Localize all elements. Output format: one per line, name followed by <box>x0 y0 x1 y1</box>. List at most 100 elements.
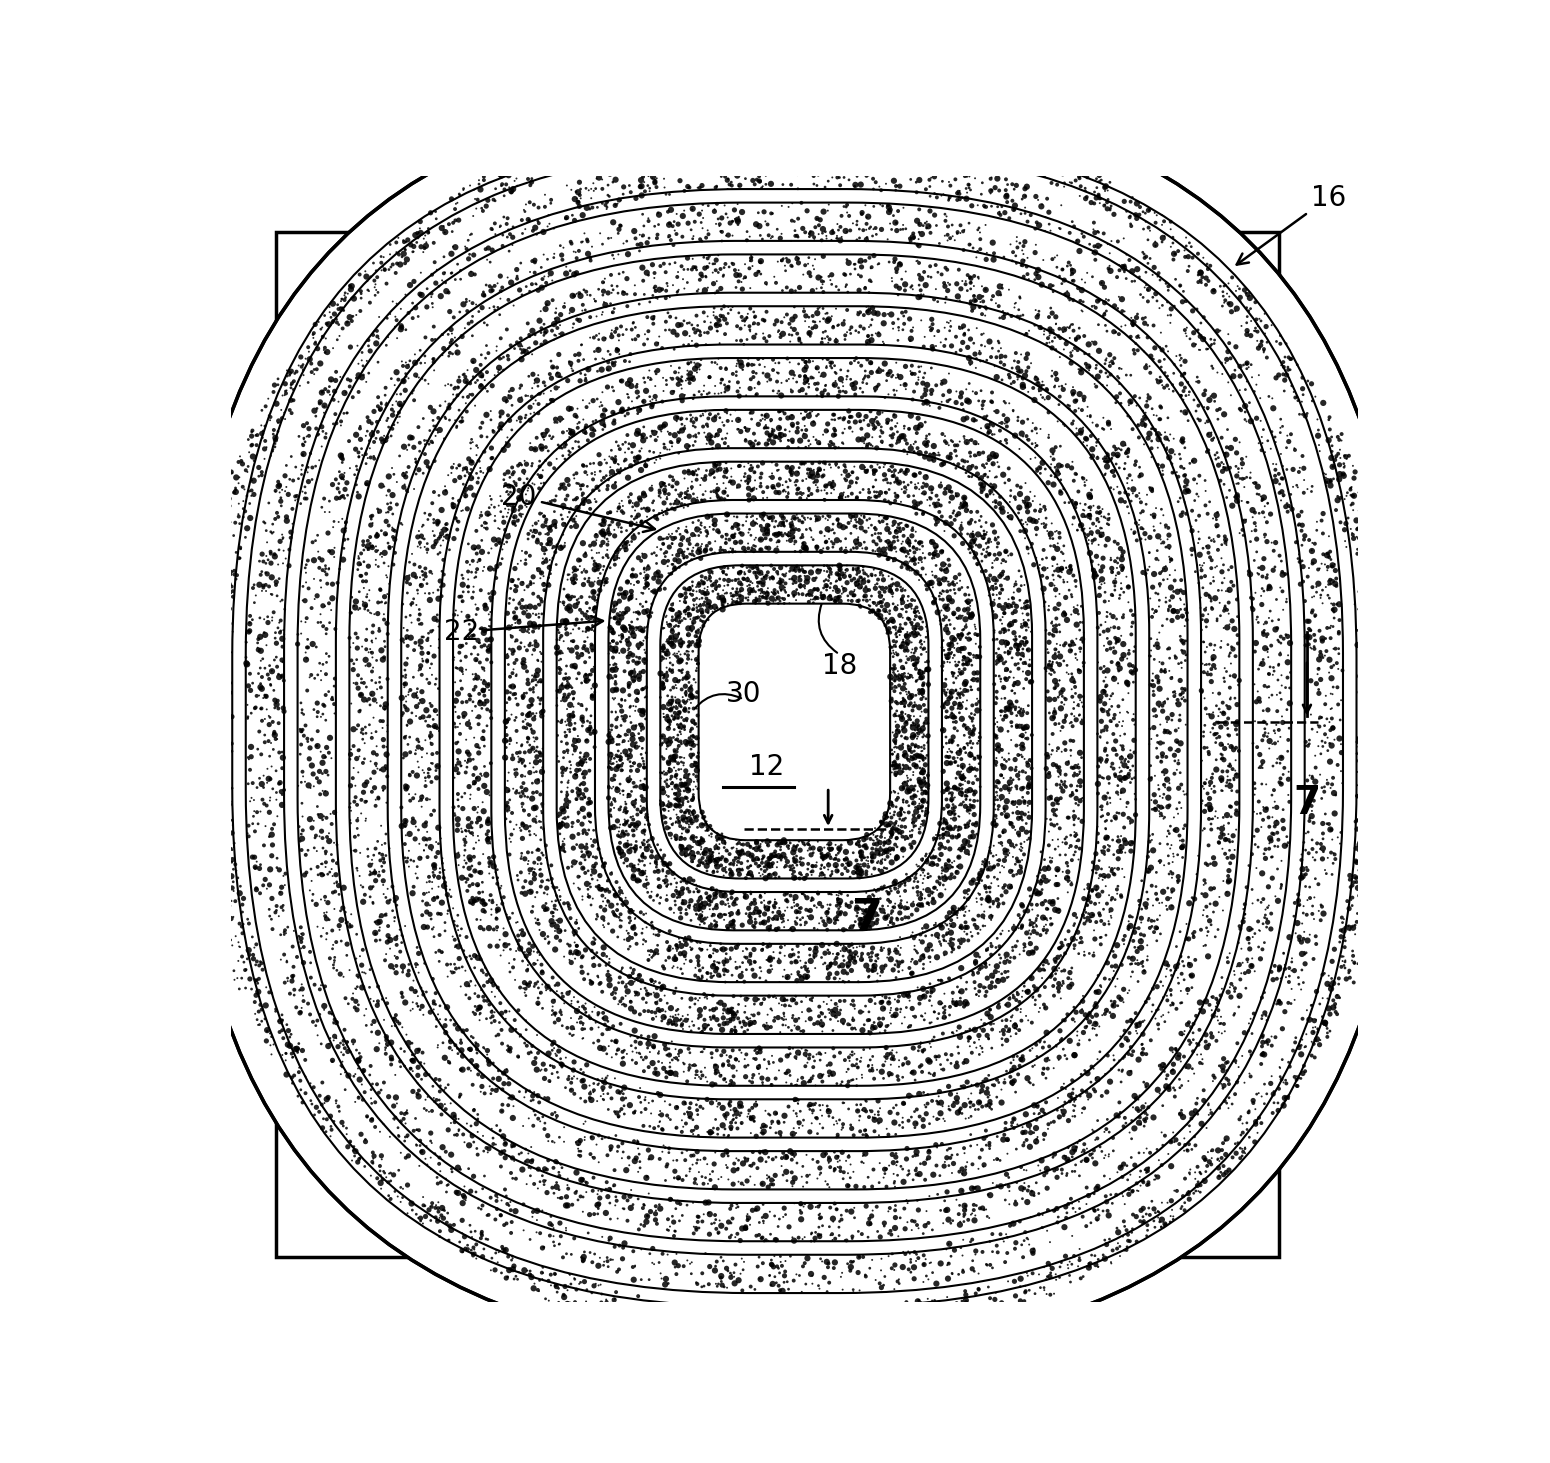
Point <box>997 949 1021 973</box>
Point <box>1006 800 1031 824</box>
Point <box>1113 452 1138 475</box>
Point <box>905 622 930 645</box>
Point <box>546 1008 570 1031</box>
Point <box>949 511 973 534</box>
Point <box>820 145 845 168</box>
Point <box>1108 576 1133 600</box>
Point <box>835 1162 860 1185</box>
Point <box>600 745 625 768</box>
Point <box>908 1033 933 1056</box>
Point <box>663 1255 688 1279</box>
Point <box>604 639 629 663</box>
Point <box>1328 925 1353 948</box>
Point <box>1189 1173 1214 1197</box>
Point <box>572 765 597 789</box>
Point <box>1141 1106 1166 1129</box>
Point <box>1249 652 1274 676</box>
Point <box>1277 496 1302 519</box>
Point <box>691 805 716 828</box>
Point <box>959 195 984 218</box>
Point <box>815 554 840 578</box>
Point <box>1076 1061 1100 1084</box>
Point <box>333 1061 358 1084</box>
Point <box>657 945 682 969</box>
Point <box>1068 636 1093 660</box>
Point <box>682 524 707 547</box>
Point <box>1358 604 1383 628</box>
Point <box>879 535 904 559</box>
Point <box>392 391 417 414</box>
Point <box>874 947 899 970</box>
Point <box>1173 480 1198 503</box>
Point <box>603 1030 628 1053</box>
Point <box>389 982 414 1005</box>
Point <box>465 907 490 930</box>
Point <box>693 1306 718 1330</box>
Point <box>777 837 801 860</box>
Point <box>928 808 953 831</box>
Point <box>1034 514 1059 537</box>
Point <box>907 442 932 465</box>
Point <box>253 657 277 680</box>
Point <box>705 1008 730 1031</box>
Point <box>547 1186 572 1210</box>
Point <box>914 433 939 456</box>
Point <box>1111 710 1136 733</box>
Point <box>422 231 446 255</box>
Point <box>494 1192 519 1216</box>
Point <box>865 841 890 865</box>
Point <box>668 481 693 505</box>
Point <box>1068 1084 1093 1107</box>
Point <box>597 227 622 250</box>
Point <box>470 514 494 537</box>
Point <box>542 408 567 432</box>
Point <box>496 951 521 974</box>
Point <box>995 720 1020 743</box>
Point <box>1138 1203 1162 1226</box>
Point <box>713 958 738 982</box>
Point <box>349 721 374 745</box>
Point <box>1201 527 1226 550</box>
Point <box>935 1286 959 1309</box>
Point <box>921 435 946 458</box>
Point <box>1071 157 1096 180</box>
Point <box>477 600 502 623</box>
Point <box>780 255 804 278</box>
Point <box>843 557 868 581</box>
Point <box>727 584 752 607</box>
Point <box>1074 901 1099 925</box>
Point <box>938 315 963 338</box>
Point <box>476 812 501 835</box>
Point <box>391 1107 415 1131</box>
Point <box>671 199 696 222</box>
Point <box>877 843 902 866</box>
Point <box>694 225 719 249</box>
Point <box>445 762 470 786</box>
Point <box>894 683 919 707</box>
Point <box>600 319 625 342</box>
Point <box>465 998 490 1021</box>
Point <box>707 828 732 851</box>
Point <box>860 1299 885 1323</box>
Point <box>1291 528 1316 552</box>
Point <box>522 249 547 272</box>
Point <box>763 509 787 533</box>
Point <box>967 1304 992 1327</box>
Point <box>615 644 640 667</box>
Point <box>493 729 518 752</box>
Point <box>684 1053 708 1077</box>
Point <box>688 547 713 571</box>
Point <box>513 193 538 217</box>
Point <box>936 189 961 212</box>
Point <box>944 824 969 847</box>
Point <box>479 446 504 470</box>
Point <box>1020 723 1045 746</box>
Point <box>1327 462 1352 486</box>
Point <box>564 764 589 787</box>
Point <box>563 430 587 454</box>
Point <box>879 1219 904 1242</box>
Point <box>504 473 529 496</box>
Point <box>1359 556 1384 579</box>
Point <box>871 609 896 632</box>
Point <box>1132 1008 1156 1031</box>
